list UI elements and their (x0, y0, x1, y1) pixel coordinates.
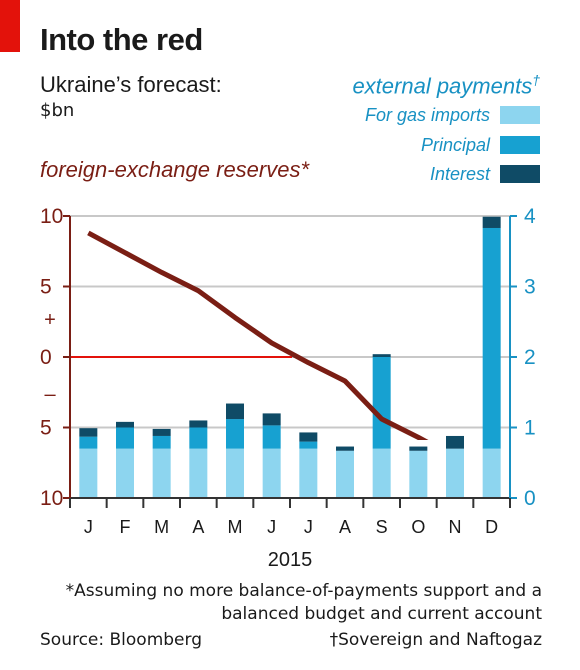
footnote: *Assuming no more balance-of-payments su… (66, 580, 542, 626)
bar-gas (372, 448, 391, 498)
left-tick-label: 10 (40, 487, 63, 510)
x-tick-label: J (267, 517, 276, 537)
dagger-footnote: †Sovereign and Naftogaz (329, 630, 542, 650)
left-tick-label: 0 (40, 346, 52, 369)
x-axis-year-label: 2015 (268, 549, 313, 571)
bar-interest (482, 216, 501, 228)
right-axis-title: external payments† (352, 72, 540, 99)
legend-item-principal: Principal (421, 134, 540, 156)
bar-interest (446, 435, 464, 449)
legend-item-interest: Interest (430, 163, 540, 185)
bar-interest (372, 354, 391, 357)
asterisk-mark: * (300, 157, 310, 182)
legend-label-principal: Principal (420, 134, 490, 155)
bar-gas (262, 448, 281, 498)
legend-item-gas: For gas imports (365, 104, 540, 126)
right-tick-label: 1 (524, 417, 536, 440)
bar-gas (189, 448, 208, 498)
bar-interest (152, 428, 171, 436)
brand-tag (0, 0, 20, 52)
footnote-line-2: balanced budget and current account (221, 604, 542, 624)
minus-sign: – (44, 384, 56, 406)
bar-interest (336, 446, 354, 451)
x-tick-label: F (120, 517, 131, 537)
bar-principal (116, 427, 134, 449)
left-series-label-text: foreign-exchange reserves (40, 157, 301, 182)
x-tick-label: A (192, 517, 204, 537)
source-note: Source: Bloomberg (40, 630, 202, 650)
bar-gas (79, 448, 98, 498)
right-tick-label: 4 (524, 205, 536, 228)
bar-gas (446, 448, 464, 498)
x-tick-label: M (154, 517, 169, 537)
bar-interest (262, 413, 281, 426)
bar-interest (189, 420, 208, 428)
bar-gas (116, 448, 134, 498)
x-tick-label: O (411, 517, 425, 537)
left-tick-label: 5 (40, 276, 52, 299)
left-series-label: foreign-exchange reserves* (40, 157, 309, 183)
bar-principal (79, 436, 98, 449)
chart-subtitle: Ukraine’s forecast: (40, 72, 222, 97)
left-tick-label: 5 (40, 417, 52, 440)
bar-gas (336, 450, 354, 498)
bar-interest (409, 446, 428, 451)
bar-interest (79, 428, 98, 437)
bar-principal (372, 357, 391, 449)
right-tick-label: 2 (524, 346, 536, 369)
bar-interest (226, 403, 244, 420)
bar-principal (152, 435, 171, 449)
x-tick-label: N (449, 517, 462, 537)
bar-gas (226, 448, 244, 498)
footnote-line-1: *Assuming no more balance-of-payments su… (65, 581, 542, 601)
x-tick-label: J (84, 517, 93, 537)
x-tick-label: S (376, 517, 388, 537)
bar-gas (152, 448, 171, 498)
bar-interest (116, 421, 134, 428)
x-tick-label: D (485, 517, 498, 537)
plus-sign: + (44, 309, 56, 331)
unit-label: $bn (40, 100, 75, 121)
x-tick-label: A (339, 517, 351, 537)
bar-gas (299, 448, 318, 498)
dagger-mark: † (532, 72, 540, 88)
legend-swatch-gas (500, 106, 540, 124)
legend-label-interest: Interest (429, 163, 490, 184)
right-tick-label: 3 (524, 276, 536, 299)
bar-principal (482, 227, 501, 449)
bar-principal (189, 427, 208, 449)
x-tick-label: J (304, 517, 313, 537)
right-tick-label: 0 (524, 487, 536, 510)
chart-title: Into the red (40, 22, 203, 57)
reserves-line (87, 230, 429, 440)
legend-swatch-principal (500, 136, 540, 154)
x-tick-label: M (228, 517, 243, 537)
bar-interest (299, 432, 318, 442)
left-tick-label: 10 (40, 205, 63, 228)
bar-gas (482, 448, 501, 498)
bar-gas (409, 450, 428, 498)
right-axis-title-text: external payments (352, 73, 533, 99)
legend-label-gas: For gas imports (364, 104, 490, 125)
bar-principal (262, 425, 281, 449)
bar-principal (226, 419, 244, 449)
legend-swatch-interest (500, 165, 540, 183)
bar-principal (299, 441, 318, 449)
